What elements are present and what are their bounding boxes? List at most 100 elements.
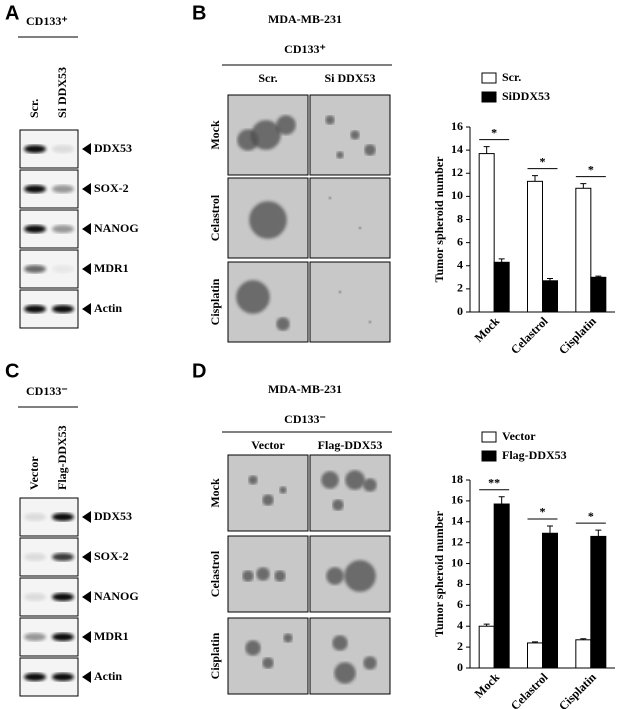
blot-band bbox=[24, 673, 46, 681]
blot-band bbox=[52, 145, 74, 153]
legend-swatch bbox=[481, 431, 497, 443]
band-label: NANOG bbox=[94, 589, 139, 603]
legend-label: Scr. bbox=[502, 70, 521, 84]
arrow bbox=[82, 671, 91, 683]
spheroid bbox=[276, 115, 296, 135]
spheroid bbox=[328, 196, 332, 200]
y-tick-label: 0 bbox=[457, 304, 463, 318]
spheroid bbox=[344, 560, 376, 592]
error-bar bbox=[498, 258, 505, 263]
significance-label: * bbox=[491, 125, 497, 139]
significance-label: ** bbox=[488, 475, 500, 489]
spheroid bbox=[242, 570, 254, 582]
error-bar bbox=[547, 277, 553, 281]
y-tick-label: 4 bbox=[457, 258, 463, 272]
spheroid bbox=[248, 475, 258, 485]
bar bbox=[590, 276, 607, 313]
y-axis-label: Tumor spheroid number bbox=[432, 510, 446, 636]
blot-band bbox=[24, 553, 46, 561]
y-tick-label: 6 bbox=[457, 597, 463, 611]
band-label: SOX-2 bbox=[94, 549, 129, 563]
y-tick-label: 2 bbox=[457, 281, 463, 295]
panel-label: C bbox=[5, 360, 19, 382]
y-tick-label: 8 bbox=[457, 211, 463, 225]
micrograph bbox=[227, 454, 309, 532]
blot-band bbox=[24, 513, 46, 521]
y-tick-label: 10 bbox=[451, 188, 463, 202]
panel-label: B bbox=[192, 2, 206, 24]
band-label: DDX53 bbox=[94, 509, 132, 523]
x-tick-label: Celastrol bbox=[508, 670, 551, 709]
spheroid bbox=[262, 494, 274, 506]
blot-band bbox=[52, 553, 74, 561]
spheroid bbox=[332, 499, 344, 511]
x-tick-label: Mock bbox=[472, 670, 503, 701]
cell-line: MDA-MB-231 bbox=[268, 382, 342, 396]
row-label: Celastrol bbox=[208, 194, 222, 241]
arrow bbox=[82, 263, 91, 275]
error-bar bbox=[483, 146, 490, 154]
spheroid bbox=[279, 486, 287, 494]
panel-label: A bbox=[5, 2, 19, 24]
lane-label: Flag-DDX53 bbox=[55, 425, 69, 490]
spheroid bbox=[358, 226, 362, 230]
arrow bbox=[82, 223, 91, 235]
marker-label: CD133⁺ bbox=[26, 14, 68, 28]
blot-band bbox=[52, 265, 74, 273]
spheroid bbox=[334, 662, 356, 684]
panel-label: D bbox=[192, 360, 206, 382]
error-bar bbox=[498, 496, 505, 505]
cell-line: MDA-MB-231 bbox=[268, 12, 342, 26]
arrow bbox=[82, 183, 91, 195]
spheroid bbox=[326, 567, 344, 585]
band-label: MDR1 bbox=[94, 629, 129, 643]
significance-label: * bbox=[540, 154, 546, 168]
micrograph bbox=[309, 94, 391, 176]
y-tick-label: 10 bbox=[451, 555, 463, 569]
spheroid bbox=[338, 290, 342, 294]
error-bar bbox=[595, 275, 602, 278]
bar bbox=[575, 639, 592, 669]
significance-label: * bbox=[588, 509, 594, 523]
row-label: Celastrol bbox=[208, 550, 222, 597]
spheroid bbox=[325, 115, 335, 125]
bar bbox=[493, 261, 510, 313]
bar bbox=[527, 180, 543, 313]
row-label: Cisplatin bbox=[208, 632, 222, 679]
row-label: Mock bbox=[208, 120, 222, 150]
y-tick-label: 8 bbox=[457, 576, 463, 590]
lane-label: Si DDX53 bbox=[55, 67, 69, 118]
error-bar bbox=[595, 529, 602, 537]
y-tick-label: 2 bbox=[457, 639, 463, 653]
micrograph bbox=[309, 261, 391, 343]
legend-swatch bbox=[481, 91, 497, 103]
micrograph bbox=[309, 454, 391, 532]
spheroid bbox=[368, 320, 372, 324]
band-label: DDX53 bbox=[94, 141, 132, 155]
lane-label: Vector bbox=[27, 456, 41, 490]
y-tick-label: 4 bbox=[457, 618, 463, 632]
micrograph bbox=[309, 177, 391, 259]
error-bar bbox=[580, 638, 587, 640]
error-bar bbox=[580, 183, 587, 189]
spheroid bbox=[276, 317, 290, 331]
blot-band bbox=[52, 593, 74, 601]
blot-band bbox=[24, 145, 46, 153]
spheroid bbox=[345, 470, 365, 490]
legend-swatch bbox=[481, 450, 497, 462]
band-label: Actin bbox=[94, 669, 122, 683]
bar bbox=[542, 532, 558, 669]
x-tick-label: Mock bbox=[472, 314, 503, 345]
bar bbox=[590, 535, 607, 669]
row-label: Cisplatin bbox=[208, 278, 222, 325]
y-tick-label: 16 bbox=[451, 119, 463, 133]
marker-label: CD133⁺ bbox=[284, 42, 326, 56]
arrow bbox=[82, 143, 91, 155]
y-tick-label: 16 bbox=[451, 493, 463, 507]
y-tick-label: 6 bbox=[457, 234, 463, 248]
spheroid bbox=[364, 144, 376, 156]
band-label: NANOG bbox=[94, 221, 139, 235]
column-label: Si DDX53 bbox=[324, 71, 375, 85]
